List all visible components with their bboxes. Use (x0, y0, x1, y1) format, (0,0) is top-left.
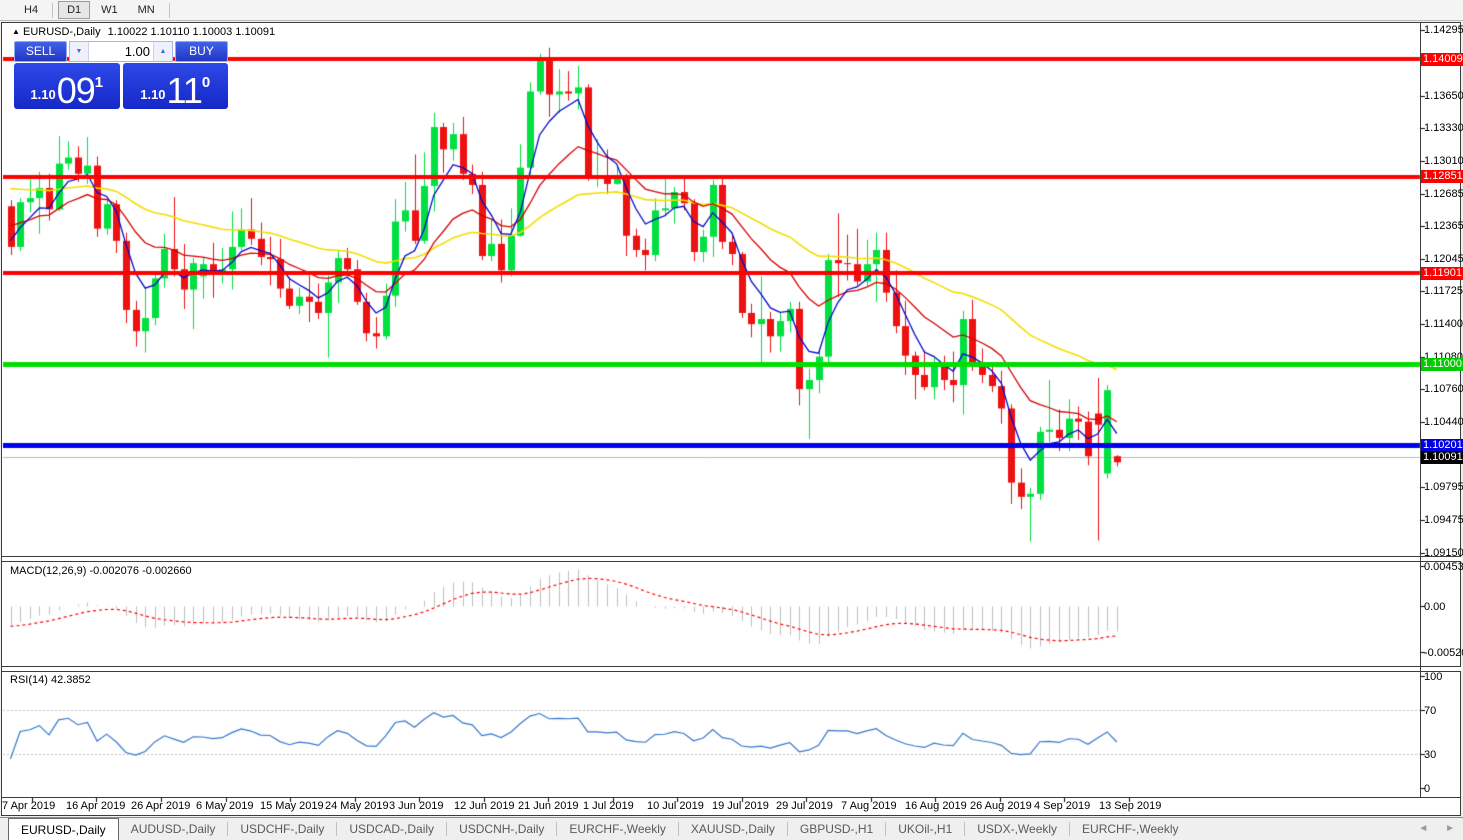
price-level-badge: 1.14009 (1421, 53, 1463, 66)
sell-price-big: 09 (56, 69, 96, 111)
date-axis-border (2, 797, 1461, 798)
panel-splitter[interactable] (2, 666, 1461, 672)
date-axis-label: 26 Apr 2019 (131, 800, 191, 812)
date-axis-label: 24 May 2019 (325, 800, 389, 812)
price-axis-tick: 1.09795 (1424, 481, 1463, 494)
tab-usdcnh-daily[interactable]: USDCNH-,Daily (459, 822, 545, 836)
price-axis-tick: 1.09150 (1424, 546, 1463, 559)
buy-button[interactable]: BUY (175, 41, 228, 62)
price-level-badge: 1.11000 (1421, 358, 1463, 371)
price-axis-tick: 1.09475 (1424, 513, 1463, 526)
tab-separator (336, 822, 338, 836)
tab-scroll-left-icon[interactable]: ◄ (1418, 823, 1429, 834)
price-axis-tick: 1.11725 (1424, 285, 1463, 298)
tab-separator (446, 822, 448, 836)
date-axis-label: 13 Sep 2019 (1099, 800, 1162, 812)
tab-nav: ◄ ► (1404, 823, 1455, 834)
symbol-tabbar: EURUSD-,Daily AUDUSD-,Daily USDCHF-,Daily U… (0, 817, 1463, 840)
date-axis-label: 4 Sep 2019 (1034, 800, 1091, 812)
date-axis-label: 21 Jun 2019 (518, 800, 579, 812)
tab-eurusd-daily[interactable]: EURUSD-,Daily (8, 818, 119, 840)
rsi-axis-tick: 100 (1424, 671, 1443, 683)
date-axis-label: 3 Jun 2019 (389, 800, 444, 812)
one-click-trade-panel: SELL ▼ 1.00 ▲ BUY 1.10 09 1 1.10 11 0 (14, 41, 228, 109)
date-axis-label: 16 Aug 2019 (905, 800, 967, 812)
macd-axis-tick: 0.004536 (1424, 560, 1463, 573)
date-axis-label: 7 Aug 2019 (841, 800, 897, 812)
price-axis-tick: 1.10760 (1424, 383, 1463, 396)
tab-audusd-daily[interactable]: AUDUSD-,Daily (130, 822, 216, 836)
sell-button[interactable]: SELL (14, 41, 67, 62)
volume-down-icon[interactable]: ▼ (70, 42, 89, 61)
tab-separator (786, 822, 788, 836)
price-level-badge: 1.10201 (1421, 439, 1463, 452)
price-axis-tick: 1.13650 (1424, 89, 1463, 102)
tab-separator (964, 822, 966, 836)
tab-separator (885, 822, 887, 836)
volume-spinner: ▼ 1.00 ▲ (69, 41, 173, 62)
buy-price-prefix: 1.10 (140, 87, 166, 102)
tab-eurchf-weekly[interactable]: EURCHF-,Weekly (569, 822, 666, 836)
sell-price-box[interactable]: 1.10 09 1 (14, 63, 120, 109)
price-axis-tick: 1.12045 (1424, 252, 1463, 265)
panel-splitter[interactable] (2, 556, 1461, 562)
sell-price-sup: 1 (94, 74, 104, 91)
tab-usdchf-daily[interactable]: USDCHF-,Daily (240, 822, 325, 836)
date-axis-label: 16 Apr 2019 (66, 800, 126, 812)
date-axis-label: 19 Jul 2019 (712, 800, 769, 812)
tab-xauusd-daily[interactable]: XAUUSD-,Daily (690, 822, 775, 836)
tab-eurchf-weekly[interactable]: EURCHF-,Weekly (1082, 822, 1179, 836)
price-axis-tick: 1.12685 (1424, 187, 1463, 200)
price-level-badge: 1.10091 (1421, 451, 1463, 464)
buy-price-box[interactable]: 1.10 11 0 (122, 63, 228, 111)
chart-title: ▲ EURUSD-,Daily 1.10022 1.10110 1.10003 … (12, 26, 275, 38)
tab-usdx-weekly[interactable]: USDX-,Weekly (977, 822, 1058, 836)
chart-symbol-label: EURUSD-,Daily (22, 26, 101, 38)
rsi-axis-tick: 0 (1424, 783, 1431, 795)
buy-price-big: 11 (166, 69, 203, 111)
price-axis-tick: 1.13010 (1424, 154, 1463, 167)
price-axis-tick: 1.10440 (1424, 415, 1463, 428)
tab-gbpusd-h1[interactable]: GBPUSD-,H1 (799, 822, 874, 836)
volume-up-icon[interactable]: ▲ (153, 42, 172, 61)
rsi-axis-tick: 30 (1424, 749, 1437, 762)
price-axis-tick: 1.11400 (1424, 318, 1463, 331)
tab-usdcad-daily[interactable]: USDCAD-,Daily (349, 822, 435, 836)
rsi-axis-tick: 70 (1424, 704, 1437, 717)
tab-separator (1069, 822, 1071, 836)
tab-separator (556, 822, 558, 836)
tab-separator (227, 822, 229, 836)
date-axis-label: 12 Jun 2019 (454, 800, 515, 812)
rsi-label: RSI(14) 42.3852 (10, 674, 91, 686)
price-axis-border (1420, 23, 1421, 797)
price-axis-tick: 1.12365 (1424, 220, 1463, 233)
macd-axis-tick: -0.005205 (1424, 646, 1463, 659)
sell-price-prefix: 1.10 (30, 87, 56, 102)
date-axis-label: 6 May 2019 (196, 800, 254, 812)
date-axis-label: 10 Jul 2019 (647, 800, 704, 812)
date-axis-label: 29 Jul 2019 (776, 800, 833, 812)
date-axis-label: 7 Apr 2019 (2, 800, 56, 812)
price-axis-tick: 1.13330 (1424, 122, 1463, 135)
buy-price-sup: 0 (201, 74, 211, 91)
date-axis-label: 26 Aug 2019 (970, 800, 1032, 812)
symbol-marker-icon: ▲ (12, 27, 20, 36)
chart-ohlc-label: 1.10022 1.10110 1.10003 1.10091 (107, 26, 276, 38)
macd-axis-tick: 0.00 (1424, 601, 1446, 613)
tab-separator (677, 822, 679, 836)
date-axis-label: 1 Jul 2019 (583, 800, 634, 812)
price-axis-tick: 1.14295 (1424, 24, 1463, 36)
price-level-badge: 1.11901 (1421, 267, 1463, 280)
tab-scroll-right-icon[interactable]: ► (1445, 823, 1455, 834)
date-axis-label: 15 May 2019 (260, 800, 324, 812)
macd-label: MACD(12,26,9) -0.002076 -0.002660 (10, 565, 192, 577)
volume-input[interactable]: 1.00 (124, 44, 150, 59)
tab-ukoil-h1[interactable]: UKOil-,H1 (898, 822, 953, 836)
price-level-badge: 1.12851 (1421, 170, 1463, 183)
